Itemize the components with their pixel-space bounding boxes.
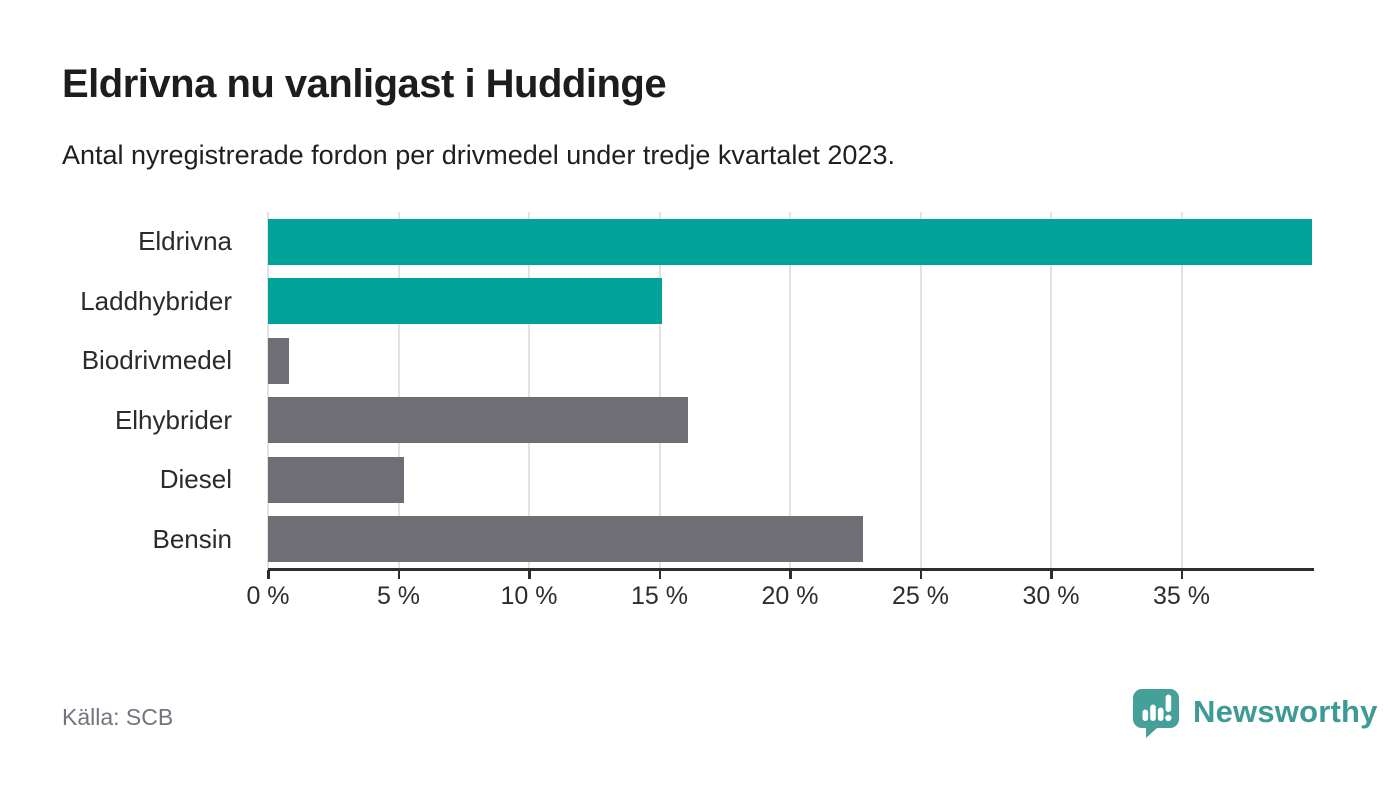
x-tick [1050,570,1053,579]
x-axis-line [268,568,1314,571]
x-tick [528,570,531,579]
gridline-0% [267,212,269,569]
x-tick-label: 25 % [892,582,949,610]
brand-lockup: Newsworthy [1132,688,1378,740]
x-tick-label: 15 % [631,582,688,610]
gridline-25% [919,212,922,569]
bar-laddhybrider [268,278,663,325]
category-label-bensin: Bensin [152,523,233,554]
category-label-eldrivna: Eldrivna [138,226,232,257]
bar-elhybrider [268,397,689,444]
category-label-biodrivmedel: Biodrivmedel [81,345,232,376]
newsworthy-logo-icon [1133,689,1179,738]
category-labels: Eldrivna Laddhybrider Biodrivmedel Elhybrid… [0,212,250,569]
bar-biodrivmedel [268,337,289,384]
category-label-laddhybrider: Laddhybrider [80,285,232,316]
brand-name: Newsworthy [1193,694,1378,729]
x-tick-label: 10 % [500,582,558,610]
gridline-10% [528,212,530,569]
gridline-30% [1050,212,1052,569]
x-tick [789,570,792,579]
plot-area [267,212,1312,569]
x-tick [397,570,400,579]
x-tick [658,570,661,579]
chart-title: Eldrivna nu vanligast i Huddinge [62,62,667,106]
gridline-20% [789,212,791,569]
source-note: Källa: SCB [62,704,174,730]
bar-eldrivna [268,218,1312,265]
gridline-15% [658,212,661,569]
category-label-elhybrider: Elhybrider [114,404,232,435]
x-tick-label: 0 % [246,582,290,610]
x-tick-label: 30 % [1022,582,1080,610]
x-tick [1180,570,1183,579]
x-tick-label: 35 % [1153,582,1210,610]
x-tick-label: 5 % [376,582,421,610]
chart-subtitle: Antal nyregistrerade fordon per drivmede… [62,140,895,170]
gridline-5% [397,212,400,569]
bar-diesel [268,456,404,503]
x-tick [919,570,922,579]
x-tick-label: 20 % [761,582,819,610]
x-tick [267,570,270,579]
bar-bensin [268,516,864,563]
gridline-35% [1180,212,1183,569]
category-label-diesel: Diesel [159,464,232,495]
